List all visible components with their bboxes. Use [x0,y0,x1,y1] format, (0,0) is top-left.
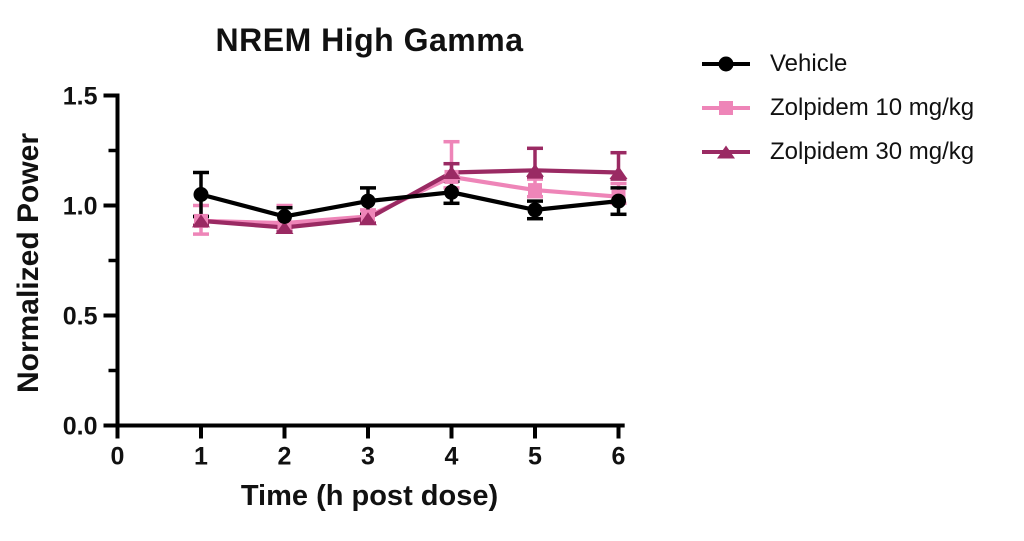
markers-triangle [192,163,628,234]
x-tick-label: 1 [194,443,208,471]
legend-label-zolpidem-10: Zolpidem 10 mg/kg [770,94,975,121]
series-markers [192,163,628,234]
x-tick-label: 0 [111,443,125,471]
y-tick-label: 1.5 [63,83,98,111]
chart-title: NREM High Gamma [215,22,524,58]
x-tick-label: 5 [528,443,542,471]
legend-item-vehicle: Vehicle [700,42,974,86]
y-tick-label: 0.0 [63,413,98,441]
zolpidem-10-line-marker-icon [702,101,750,115]
legend-label-vehicle: Vehicle [770,50,848,77]
x-tick-label: 6 [612,443,626,471]
y-tick-label: 0.5 [63,303,98,331]
series-lines [200,168,619,230]
line-square [200,174,619,226]
axes: 0.0 0.5 1.0 1.5 0 1 2 3 4 5 6 [63,83,626,471]
x-axis-label: Time (h post dose) [240,480,499,512]
error-bars-square [193,139,627,236]
x-tick-label: 2 [278,443,292,471]
legend-label-zolpidem-30: Zolpidem 30 mg/kg [770,138,975,165]
zolpidem-30-line-marker-icon [702,145,750,159]
legend-item-zolpidem-10: Zolpidem 10 mg/kg [700,86,974,130]
error-bars [193,139,627,236]
x-tick-label: 3 [361,443,375,471]
vehicle-line-marker-icon [702,56,750,72]
legend: Vehicle Zolpidem 10 mg/kg Zolpidem 30 mg… [700,42,974,174]
legend-item-zolpidem-30: Zolpidem 30 mg/kg [700,130,974,174]
line-circle [200,190,619,219]
y-tick-label: 1.0 [63,193,98,221]
x-tick-label: 4 [445,443,459,471]
markers-circle [193,184,626,224]
